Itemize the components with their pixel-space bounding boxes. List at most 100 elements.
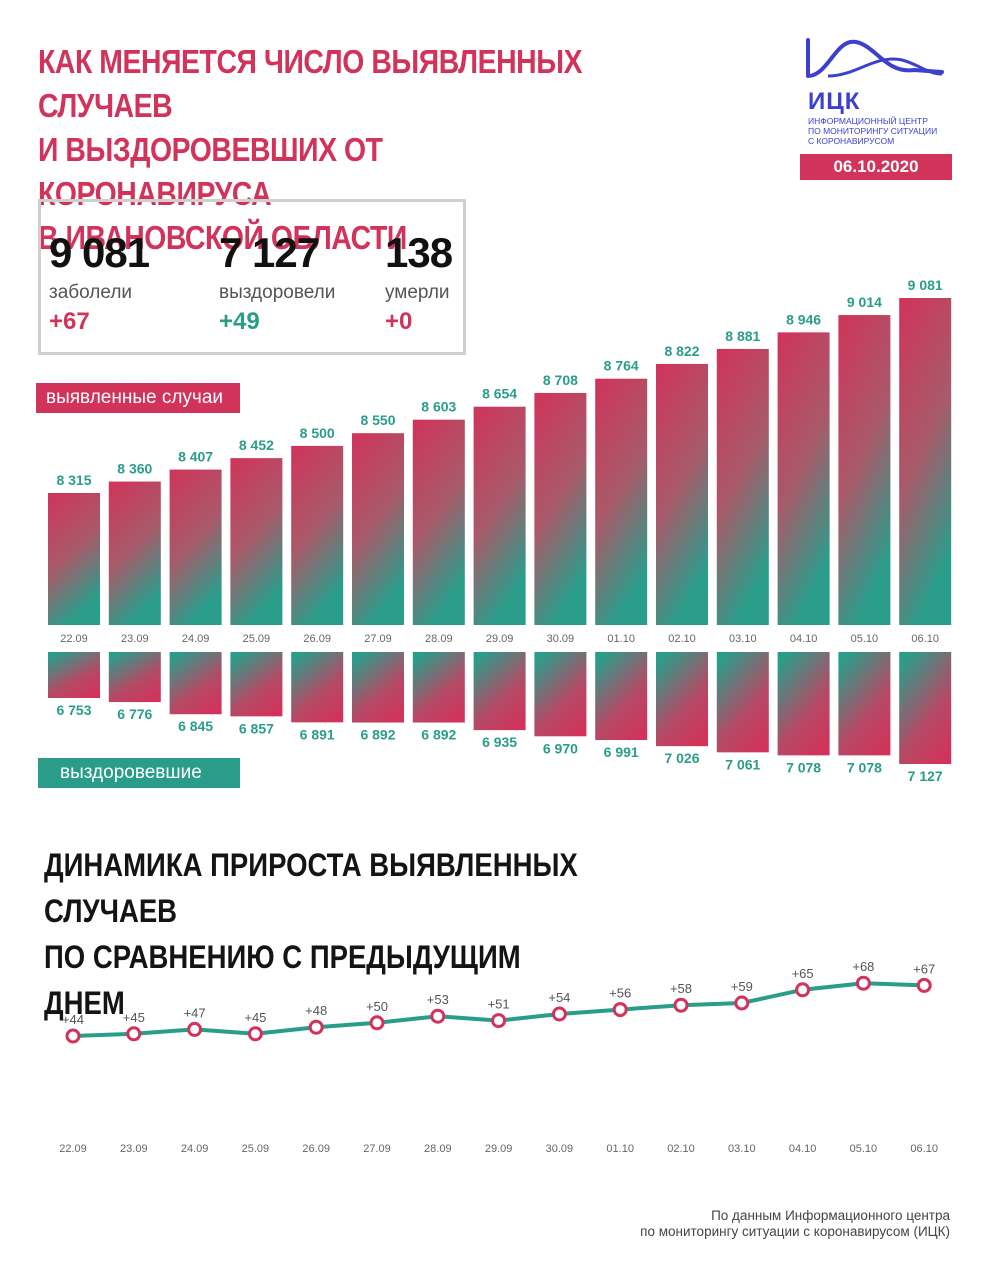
line-x-tick-label: 25.09 <box>242 1143 270 1155</box>
x-tick-label: 04.10 <box>790 633 818 645</box>
subtitle-line-2: ПО СРАВНЕНИЮ С ПРЕДЫДУЩИМ ДНЕМ <box>44 939 521 1021</box>
x-tick-label: 22.09 <box>60 633 88 645</box>
x-tick-label: 05.10 <box>851 633 879 645</box>
recovered-bar <box>716 652 769 753</box>
stat-cases-value: 9 081 <box>49 229 150 276</box>
increase-point-label: +68 <box>852 959 874 974</box>
recovered-bar <box>230 652 283 717</box>
recovered-bar-label: 6 753 <box>56 702 91 718</box>
stat-deaths-label: умерли <box>385 282 450 303</box>
cases-bar-label: 8 822 <box>664 343 699 359</box>
stat-cases: 9 081 заболели +67 <box>49 229 150 336</box>
x-tick-label: 26.09 <box>303 633 331 645</box>
recovered-bar <box>899 652 952 764</box>
increase-point-label: +67 <box>913 961 935 976</box>
ick-logo: ИЦК ИНФОРМАЦИОННЫЙ ЦЕНТР ПО МОНИТОРИНГУ … <box>806 36 956 146</box>
cases-bar-label: 9 081 <box>908 277 943 293</box>
date-badge: 06.10.2020 <box>800 154 952 180</box>
recovered-bar-label: 6 935 <box>482 734 517 750</box>
recovered-bar-label: 6 845 <box>178 718 213 734</box>
recovered-bar-label: 6 891 <box>300 726 335 742</box>
recovered-bar <box>48 652 100 698</box>
logo-text: ИНФОРМАЦИОННЫЙ ЦЕНТР ПО МОНИТОРИНГУ СИТУ… <box>808 116 958 146</box>
cases-bar-label: 8 315 <box>56 472 91 488</box>
cases-bar <box>291 445 344 625</box>
x-tick-label: 25.09 <box>243 633 271 645</box>
recovered-bar <box>473 652 526 731</box>
line-x-tick-label: 29.09 <box>485 1143 513 1155</box>
cases-bar <box>716 348 769 625</box>
x-tick-label: 30.09 <box>547 633 575 645</box>
stat-recovered-delta: +49 <box>219 308 260 335</box>
cases-bar <box>48 493 100 625</box>
stat-cases-label: заболели <box>49 282 133 303</box>
x-tick-label: 03.10 <box>729 633 757 645</box>
cases-bar <box>230 458 283 625</box>
cases-bar <box>777 332 830 625</box>
recovered-bar <box>777 652 830 756</box>
increase-point-label: +65 <box>792 966 814 981</box>
cases-bar <box>412 419 465 625</box>
stat-recovered: 7 127 выздоровели +49 <box>219 230 335 336</box>
cases-bar-label: 8 550 <box>360 412 395 428</box>
recovered-bar-label: 6 892 <box>421 727 456 743</box>
increase-point <box>247 1026 263 1042</box>
x-tick-label: 01.10 <box>607 633 635 645</box>
legend-cases: выявленные случаи <box>36 383 240 413</box>
x-tick-label: 02.10 <box>668 633 696 645</box>
logo-text-line-3: С КОРОНАВИРУСОМ <box>808 136 895 146</box>
line-x-tick-label: 22.09 <box>59 1143 87 1155</box>
increase-point <box>734 995 750 1011</box>
cases-bar-label: 8 360 <box>117 461 152 477</box>
stat-deaths-delta: +0 <box>385 308 413 335</box>
x-tick-label: 06.10 <box>911 633 939 645</box>
cases-bar <box>534 392 587 625</box>
logo-text-line-2: ПО МОНИТОРИНГУ СИТУАЦИИ <box>808 126 938 136</box>
line-x-tick-label: 28.09 <box>424 1143 452 1155</box>
cases-recovered-bar-chart: 8 315 22.09 6 753 8 360 23.09 6 776 8 407 24.09… <box>48 277 952 784</box>
increase-point <box>673 997 689 1013</box>
cases-bar <box>838 315 891 625</box>
recovered-bar <box>352 652 404 723</box>
recovered-bar <box>838 652 891 756</box>
subtitle-line-1: ДИНАМИКА ПРИРОСТА ВЫЯВЛЕННЫХ СЛУЧАЕВ <box>44 847 578 929</box>
increase-point <box>612 1002 628 1018</box>
recovered-bar <box>108 652 161 703</box>
x-tick-label: 23.09 <box>121 633 149 645</box>
stat-recovered-label: выздоровели <box>219 282 336 303</box>
cases-bar-label: 8 452 <box>239 437 274 453</box>
stat-deaths-value: 138 <box>385 229 453 276</box>
cases-bar-label: 8 603 <box>421 399 456 415</box>
legend-recovered: выздоровевшие <box>38 758 240 788</box>
cases-bar <box>352 433 404 625</box>
increase-point-label: +58 <box>670 981 692 996</box>
stats-summary: 9 081 заболели +67 7 127 выздоровели +49… <box>38 199 466 355</box>
recovered-bar-label: 6 892 <box>360 727 395 743</box>
recovered-bar <box>595 652 648 740</box>
increase-point <box>126 1026 142 1042</box>
recovered-bar-label: 7 078 <box>786 759 821 775</box>
cases-bar-label: 8 708 <box>543 372 578 388</box>
cases-bar <box>899 298 952 625</box>
cases-bar-label: 8 654 <box>482 386 517 402</box>
line-chart-title: ДИНАМИКА ПРИРОСТА ВЫЯВЛЕННЫХ СЛУЧАЕВ ПО … <box>44 842 594 1026</box>
recovered-bar <box>291 652 344 723</box>
recovered-bar-label: 7 127 <box>908 768 943 784</box>
cases-bar <box>108 481 161 625</box>
cases-bar <box>595 378 648 625</box>
recovered-bar <box>169 652 222 715</box>
recovered-bar-label: 6 857 <box>239 720 274 736</box>
recovered-bar-label: 7 061 <box>725 756 760 772</box>
x-tick-label: 28.09 <box>425 633 453 645</box>
line-x-tick-label: 02.10 <box>667 1143 695 1155</box>
increase-point <box>855 975 871 991</box>
cases-bar-label: 8 946 <box>786 311 821 327</box>
stat-cases-delta: +67 <box>49 308 90 335</box>
cases-bar <box>656 363 708 625</box>
recovered-bar-label: 6 991 <box>604 744 639 760</box>
recovered-bar-label: 6 970 <box>543 740 578 756</box>
title-line-2: И ВЫЗДОРОВЕВШИХ ОТ КОРОНАВИРУСА <box>38 131 383 212</box>
source-line-1: По данным Информационного центра <box>711 1208 950 1223</box>
cases-bar-label: 8 407 <box>178 449 213 465</box>
title-line-1: КАК МЕНЯЕТСЯ ЧИСЛО ВЫЯВЛЕННЫХ СЛУЧАЕВ <box>38 43 583 124</box>
